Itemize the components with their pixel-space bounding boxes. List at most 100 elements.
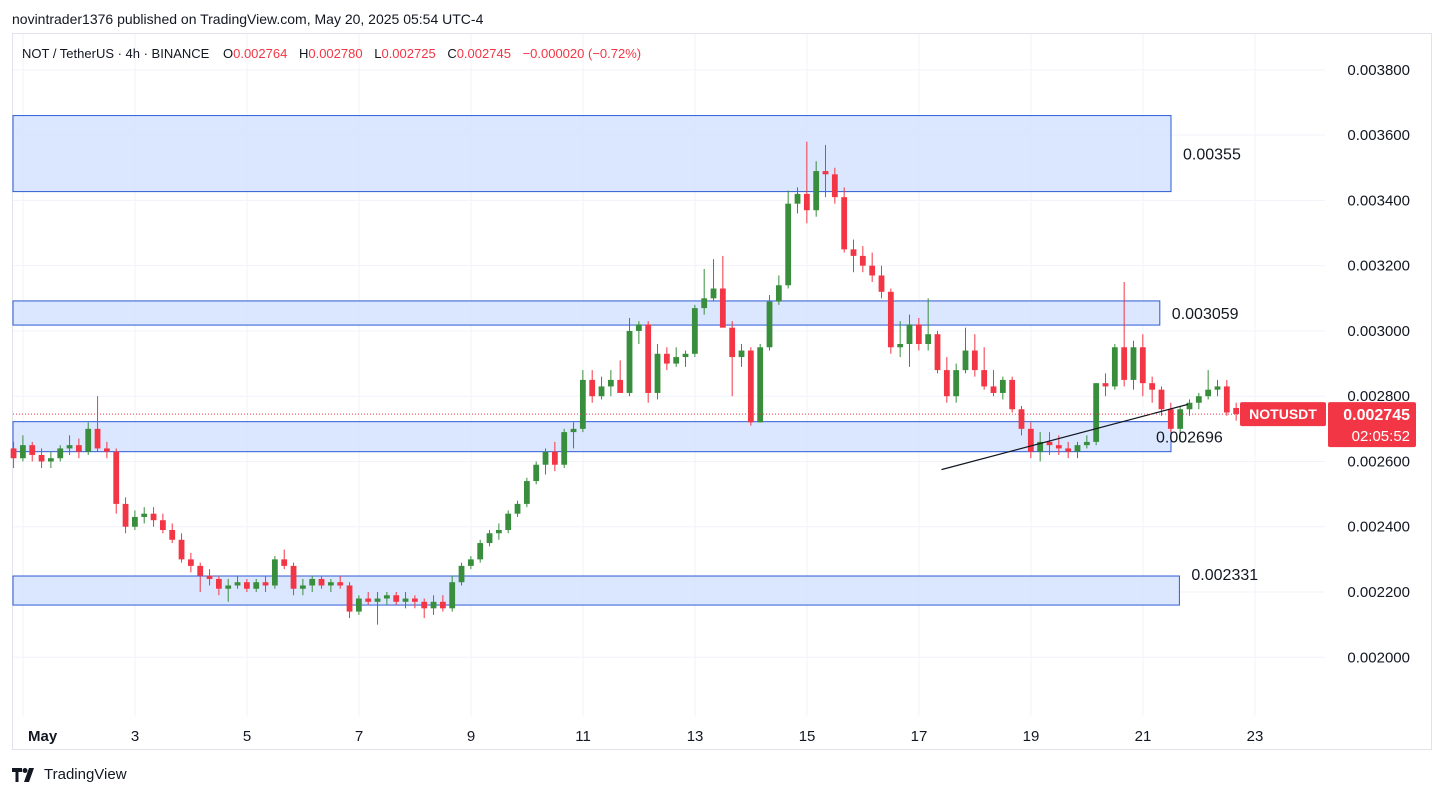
candle-body[interactable] — [747, 350, 754, 423]
candle-body[interactable] — [1223, 386, 1230, 413]
candle-body[interactable] — [290, 565, 297, 589]
candle-body[interactable] — [103, 448, 110, 452]
candle-body[interactable] — [486, 533, 493, 544]
candle-body[interactable] — [1055, 445, 1062, 449]
candle-body[interactable] — [383, 595, 390, 599]
candle-body[interactable] — [533, 464, 540, 482]
candle-body[interactable] — [738, 350, 745, 358]
candle-body[interactable] — [1065, 448, 1072, 452]
candle-body[interactable] — [187, 559, 194, 566]
candle-body[interactable] — [439, 601, 446, 609]
candle-body[interactable] — [225, 585, 232, 589]
candle-body[interactable] — [122, 503, 129, 527]
candle-body[interactable] — [281, 559, 288, 566]
candle-body[interactable] — [794, 193, 801, 204]
candle-body[interactable] — [66, 445, 73, 449]
candle-body[interactable] — [495, 530, 502, 534]
candle-body[interactable] — [981, 370, 988, 387]
candle-body[interactable] — [1121, 347, 1128, 380]
legend-symbol[interactable]: NOT / TetherUS · 4h · BINANCE — [22, 46, 210, 61]
candle-body[interactable] — [141, 513, 148, 517]
candle-body[interactable] — [897, 344, 904, 348]
candle-body[interactable] — [1009, 379, 1016, 410]
candle-body[interactable] — [691, 308, 698, 354]
candle-body[interactable] — [467, 559, 474, 566]
candle-body[interactable] — [831, 174, 838, 198]
candle-body[interactable] — [505, 513, 512, 530]
candle-body[interactable] — [29, 445, 36, 455]
candle-body[interactable] — [645, 324, 652, 393]
candle-body[interactable] — [766, 301, 773, 348]
candle-body[interactable] — [150, 513, 157, 521]
candle-body[interactable] — [75, 445, 82, 452]
candle-body[interactable] — [719, 288, 726, 328]
candle-body[interactable] — [887, 291, 894, 348]
supply-demand-zone[interactable] — [12, 575, 1180, 606]
current-price-badge[interactable] — [1328, 402, 1416, 448]
candle-body[interactable] — [1186, 402, 1193, 410]
candle-body[interactable] — [318, 578, 325, 586]
candle-body[interactable] — [1158, 389, 1165, 410]
candle-body[interactable] — [551, 451, 558, 465]
candle-body[interactable] — [178, 539, 185, 560]
candle-body[interactable] — [19, 445, 26, 459]
candle-body[interactable] — [477, 543, 484, 560]
candle-body[interactable] — [206, 575, 213, 579]
supply-demand-zone[interactable] — [12, 421, 1172, 453]
candle-body[interactable] — [57, 448, 64, 459]
candle-body[interactable] — [729, 327, 736, 358]
candle-body[interactable] — [346, 585, 353, 612]
candle-body[interactable] — [421, 601, 428, 609]
candle-body[interactable] — [971, 350, 978, 371]
candle-body[interactable] — [785, 203, 792, 286]
candle-body[interactable] — [1074, 445, 1081, 452]
candle-body[interactable] — [570, 428, 577, 433]
candle-body[interactable] — [215, 578, 222, 589]
candle-body[interactable] — [113, 451, 120, 504]
candle-body[interactable] — [841, 197, 848, 250]
candle-body[interactable] — [1177, 409, 1184, 429]
candle-body[interactable] — [1167, 409, 1174, 429]
candle-body[interactable] — [85, 428, 92, 452]
candle-body[interactable] — [327, 582, 334, 586]
candle-body[interactable] — [262, 582, 269, 586]
candle-body[interactable] — [626, 330, 633, 393]
candle-body[interactable] — [607, 379, 614, 387]
candle-body[interactable] — [598, 386, 605, 397]
candle-body[interactable] — [169, 530, 176, 540]
candle-body[interactable] — [701, 298, 708, 309]
candle-body[interactable] — [1205, 389, 1212, 397]
candle-body[interactable] — [1214, 386, 1221, 390]
candle-body[interactable] — [1018, 409, 1025, 429]
candle-body[interactable] — [775, 285, 782, 302]
candle-body[interactable] — [813, 171, 820, 211]
candle-body[interactable] — [1102, 383, 1109, 387]
candle-body[interactable] — [514, 503, 521, 514]
candle-body[interactable] — [1130, 347, 1137, 380]
candle-body[interactable] — [253, 582, 260, 589]
candle-body[interactable] — [803, 193, 810, 211]
candle-body[interactable] — [47, 458, 54, 462]
candle-body[interactable] — [1046, 441, 1053, 446]
candle-body[interactable] — [617, 379, 624, 393]
candle-body[interactable] — [635, 324, 642, 331]
candle-body[interactable] — [1093, 383, 1100, 442]
candle-body[interactable] — [999, 379, 1006, 393]
candle-body[interactable] — [925, 334, 932, 344]
candle-body[interactable] — [309, 578, 316, 586]
candle-body[interactable] — [243, 582, 250, 589]
candle-body[interactable] — [757, 347, 764, 423]
candle-body[interactable] — [589, 379, 596, 397]
candle-body[interactable] — [355, 598, 362, 612]
candle-body[interactable] — [299, 585, 306, 589]
candle-body[interactable] — [990, 386, 997, 393]
candle-body[interactable] — [1233, 407, 1240, 415]
candle-body[interactable] — [1111, 347, 1118, 387]
candle-body[interactable] — [673, 357, 680, 364]
candle-body[interactable] — [859, 255, 866, 266]
candle-body[interactable] — [38, 454, 45, 462]
candle-body[interactable] — [1037, 441, 1044, 452]
candle-body[interactable] — [374, 598, 381, 602]
candle-body[interactable] — [337, 582, 344, 586]
candle-body[interactable] — [654, 353, 661, 393]
